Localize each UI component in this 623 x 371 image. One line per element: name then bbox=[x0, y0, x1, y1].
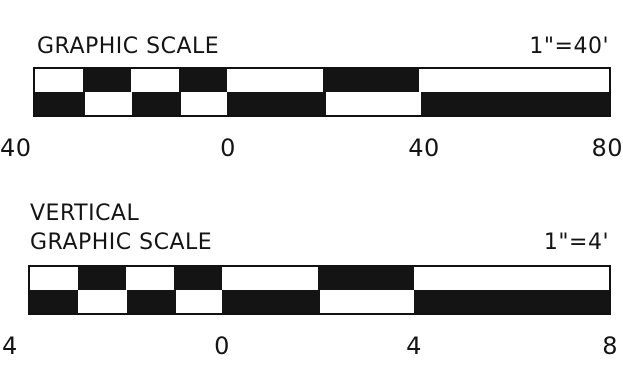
scale-ratio: 1"=4' bbox=[543, 230, 609, 255]
scale-segment-light bbox=[131, 69, 179, 92]
scale-bar bbox=[28, 265, 611, 315]
scale-bar bbox=[33, 67, 611, 117]
scale-segment-dark bbox=[132, 92, 181, 115]
scale-segment-light bbox=[227, 69, 323, 92]
scale-segment-light bbox=[414, 267, 609, 290]
scale-segment-light bbox=[419, 69, 609, 92]
scale-tick-label: 0 bbox=[214, 332, 230, 360]
scale-tick-label: 4 bbox=[2, 332, 18, 360]
scale-segment-dark bbox=[222, 290, 320, 313]
scale-segment-dark bbox=[127, 290, 176, 313]
scale-segment-light bbox=[30, 267, 78, 290]
scale-tick-label: 0 bbox=[220, 134, 236, 162]
scale-tick-label: 40 bbox=[408, 134, 440, 162]
scale-segment-light bbox=[85, 92, 132, 115]
scale-segment-dark bbox=[318, 267, 414, 290]
scale-tick-label: 8 bbox=[602, 332, 618, 360]
scale-tick-label: 40 bbox=[0, 134, 32, 162]
scale-tick-label: 80 bbox=[591, 134, 623, 162]
scale-segment-dark bbox=[414, 290, 609, 313]
scale-segment-light bbox=[78, 290, 127, 313]
scale-segment-dark bbox=[421, 92, 609, 115]
scale-segment-light bbox=[35, 69, 83, 92]
scale-segment-light bbox=[320, 290, 414, 313]
scale-segment-dark bbox=[35, 92, 85, 115]
scale-segment-light bbox=[126, 267, 174, 290]
scale-title-line: VERTICAL bbox=[30, 201, 140, 226]
scale-segment-light bbox=[326, 92, 421, 115]
scale-segment-dark bbox=[323, 69, 419, 92]
scale-segment-dark bbox=[83, 69, 131, 92]
scale-segment-dark bbox=[78, 267, 126, 290]
scale-tick-label: 4 bbox=[406, 332, 422, 360]
scale-segment-dark bbox=[227, 92, 326, 115]
scale-segment-dark bbox=[30, 290, 78, 313]
scale-segment-light bbox=[181, 92, 227, 115]
scale-segment-dark bbox=[174, 267, 222, 290]
scale-title: GRAPHIC SCALE bbox=[37, 34, 220, 59]
scale-segment-light bbox=[176, 290, 222, 313]
scale-title-line: GRAPHIC SCALE bbox=[30, 230, 213, 255]
scale-segment-light bbox=[222, 267, 318, 290]
scale-segment-dark bbox=[179, 69, 227, 92]
scale-ratio: 1"=40' bbox=[529, 34, 609, 59]
